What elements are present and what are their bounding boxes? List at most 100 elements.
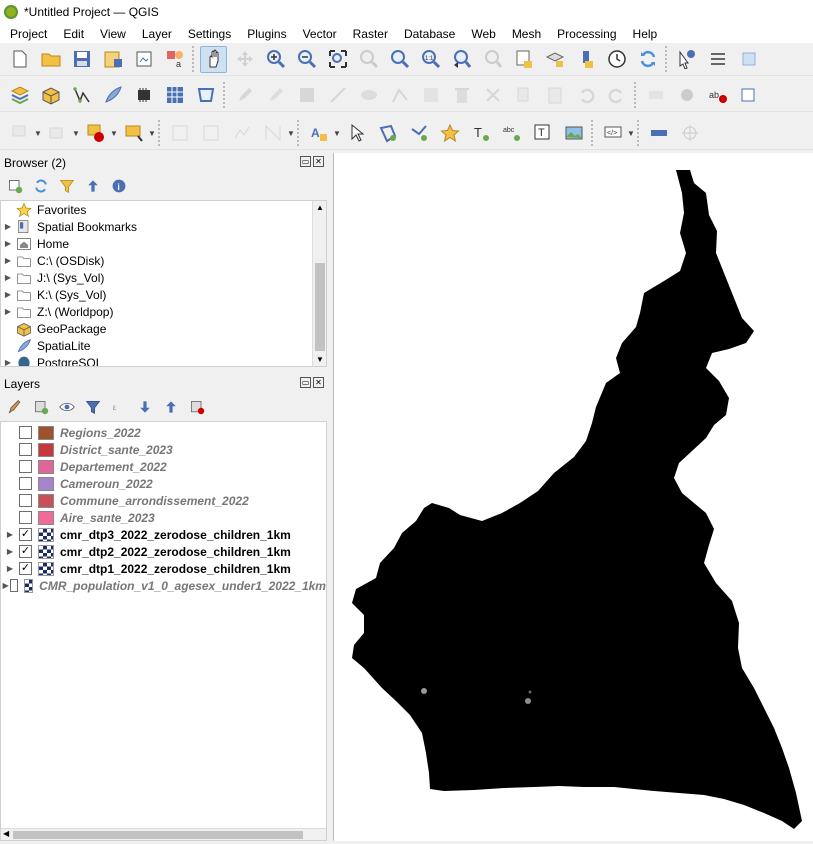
add-group-button[interactable]	[32, 398, 50, 416]
paste-features-button[interactable]	[541, 82, 568, 109]
label-overflow-button[interactable]	[735, 82, 762, 109]
move-label-button[interactable]	[673, 82, 700, 109]
refresh-browser-button[interactable]	[32, 177, 50, 195]
toolbar-grip[interactable]	[223, 82, 227, 108]
dropdown-arrow-icon[interactable]: ▼	[333, 128, 341, 138]
browser-item-geopackage[interactable]: GeoPackage	[1, 320, 326, 337]
layer-labeling-button[interactable]: ab	[704, 82, 731, 109]
dropdown-arrow-icon[interactable]: ▼	[287, 128, 295, 138]
layer-item[interactable]: ▶ CMR_population_v1_0_agesex_under1_2022_…	[1, 577, 326, 594]
zoom-to-layer-button[interactable]	[386, 46, 413, 73]
collapse-all-layers-button[interactable]	[162, 398, 180, 416]
zoom-native-button[interactable]: 1:1	[417, 46, 444, 73]
expand-arrow-icon[interactable]: ▶	[4, 256, 12, 265]
menu-layer[interactable]: Layer	[141, 26, 172, 41]
manage-visibility-button[interactable]	[58, 398, 76, 416]
layer-item[interactable]: Cameroun_2022	[1, 475, 326, 492]
panel-splitter[interactable]	[329, 153, 333, 841]
modify-attributes-button[interactable]	[417, 82, 444, 109]
remove-layer-button[interactable]	[188, 398, 206, 416]
show-bookmarks-button[interactable]	[541, 46, 568, 73]
new-temporary-layer-button[interactable]	[130, 82, 157, 109]
layer-item[interactable]: Commune_arrondissement_2022	[1, 492, 326, 509]
layer-visibility-checkbox[interactable]	[19, 460, 32, 473]
identify-features-button[interactable]	[673, 46, 700, 73]
layer-visibility-checkbox[interactable]: ✓	[19, 562, 32, 575]
zoom-next-button[interactable]	[479, 46, 506, 73]
redo-button[interactable]	[603, 82, 630, 109]
zoom-to-selection-button[interactable]	[355, 46, 382, 73]
menu-mesh[interactable]: Mesh	[511, 26, 542, 41]
scroll-up-icon[interactable]: ▲	[316, 203, 324, 212]
collapse-all-button[interactable]	[84, 177, 102, 195]
create-polygon-annotation-button[interactable]	[374, 120, 401, 147]
float-panel-icon[interactable]: ▭	[300, 377, 311, 388]
toolbar-grip[interactable]	[158, 120, 162, 146]
expand-arrow-icon[interactable]: ▶	[4, 239, 12, 248]
layer-visibility-checkbox[interactable]	[19, 511, 32, 524]
new-virtual-layer-button[interactable]	[161, 82, 188, 109]
locator-button[interactable]	[676, 120, 703, 147]
new-mesh-layer-button[interactable]	[192, 82, 219, 109]
float-panel-icon[interactable]: ▭	[300, 156, 311, 167]
measure-line-button[interactable]	[645, 120, 672, 147]
zoom-full-button[interactable]	[324, 46, 351, 73]
select-features-button[interactable]	[6, 120, 33, 147]
add-feature-button[interactable]	[355, 82, 382, 109]
print-layout-button[interactable]	[130, 46, 157, 73]
menu-web[interactable]: Web	[471, 26, 496, 41]
select-annotation-button[interactable]	[343, 120, 370, 147]
expand-arrow-icon[interactable]: ▶	[6, 530, 14, 539]
rotate-feature-button[interactable]	[197, 120, 224, 147]
menu-help[interactable]: Help	[632, 26, 658, 41]
html-annotation-button[interactable]: </>	[599, 120, 626, 147]
toolbar-grip[interactable]	[634, 82, 638, 108]
dropdown-arrow-icon[interactable]: ▼	[34, 128, 42, 138]
close-icon[interactable]: ✕	[313, 156, 324, 167]
copy-features-button[interactable]	[510, 82, 537, 109]
layer-item[interactable]: ▶ ✓ cmr_dtp2_2022_zerodose_children_1km	[1, 543, 326, 560]
undo-button[interactable]	[572, 82, 599, 109]
browser-item-postgresql[interactable]: ▶ PostgreSQL	[1, 354, 326, 366]
cut-features-button[interactable]	[479, 82, 506, 109]
save-as-button[interactable]	[99, 46, 126, 73]
simplify-feature-button[interactable]	[228, 120, 255, 147]
layer-visibility-checkbox[interactable]	[19, 426, 32, 439]
menu-project[interactable]: Project	[10, 26, 48, 41]
scroll-thumb[interactable]	[13, 831, 303, 839]
layer-item[interactable]: Departement_2022	[1, 458, 326, 475]
dropdown-arrow-icon[interactable]: ▼	[148, 128, 156, 138]
menu-view[interactable]: View	[100, 26, 126, 41]
menu-vector[interactable]: Vector	[302, 26, 337, 41]
create-marker-annotation-button[interactable]	[436, 120, 463, 147]
expand-all-button[interactable]	[136, 398, 154, 416]
create-picture-button[interactable]	[560, 120, 587, 147]
zoom-out-button[interactable]	[293, 46, 320, 73]
toolbar-grip[interactable]	[637, 120, 641, 146]
new-spatial-bookmark-button[interactable]	[510, 46, 537, 73]
add-selected-layers-button[interactable]	[6, 177, 24, 195]
expand-arrow-icon[interactable]: ▶	[4, 307, 12, 316]
digitize-button[interactable]	[324, 82, 351, 109]
refresh-button[interactable]	[634, 46, 661, 73]
browser-scrollbar[interactable]: ▲ ▼	[312, 201, 326, 366]
edit-button[interactable]	[231, 82, 258, 109]
expand-arrow-icon[interactable]: ▶	[4, 290, 12, 299]
layer-visibility-checkbox[interactable]	[19, 443, 32, 456]
dropdown-arrow-icon[interactable]: ▼	[110, 128, 118, 138]
browser-item-j-drive[interactable]: ▶ J:\ (Sys_Vol)	[1, 269, 326, 286]
browser-item-spatialite[interactable]: SpatiaLite	[1, 337, 326, 354]
menu-database[interactable]: Database	[403, 26, 456, 41]
save-edits-button[interactable]	[293, 82, 320, 109]
new-geopackage-layer-button[interactable]	[37, 82, 64, 109]
new-project-button[interactable]	[6, 46, 33, 73]
pan-map-button[interactable]	[200, 45, 227, 73]
layer-visibility-checkbox[interactable]: ✓	[19, 545, 32, 558]
menu-processing[interactable]: Processing	[557, 26, 617, 41]
expand-arrow-icon[interactable]: ▶	[6, 564, 14, 573]
expand-arrow-icon[interactable]: ▶	[2, 581, 9, 590]
attribute-toolbar-button[interactable]	[704, 46, 731, 73]
toolbar-grip[interactable]	[192, 46, 196, 72]
filter-browser-button[interactable]	[58, 177, 76, 195]
label-tool-button[interactable]: A	[305, 120, 332, 147]
